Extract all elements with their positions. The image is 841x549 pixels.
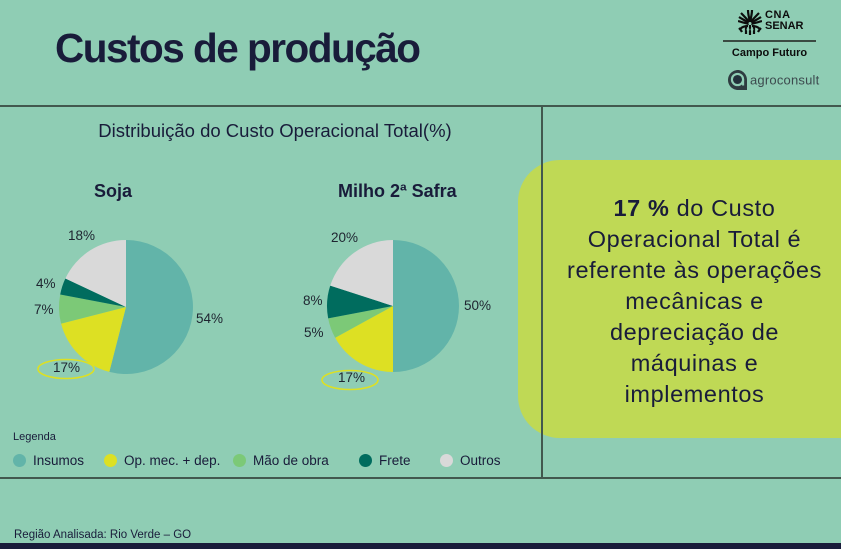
svg-text:agroconsult: agroconsult: [750, 73, 820, 88]
